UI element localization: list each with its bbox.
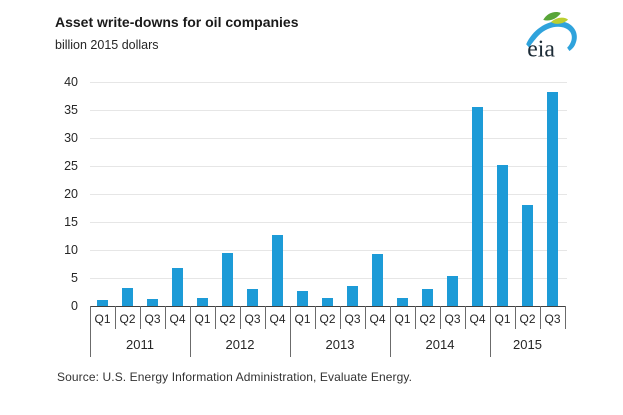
x-label-2014-Q1: Q1 [394, 312, 411, 326]
bar-2011-Q4 [172, 268, 183, 306]
y-tick-label: 15 [64, 215, 78, 229]
y-tick-label: 10 [64, 243, 78, 257]
x-label-2012-Q4: Q4 [269, 312, 286, 326]
quarter-tick [415, 306, 416, 329]
quarter-tick [365, 306, 366, 329]
quarter-tick [440, 306, 441, 329]
x-label-2012-Q3: Q3 [244, 312, 261, 326]
bar-2013-Q1 [297, 291, 308, 306]
x-label-2013-Q1: Q1 [294, 312, 311, 326]
year-divider-tick [490, 306, 491, 357]
x-label-2011-Q1: Q1 [94, 312, 111, 326]
bar-2012-Q4 [272, 235, 283, 306]
quarter-tick [265, 306, 266, 329]
bar-2014-Q4 [472, 107, 483, 306]
y-tick-label: 20 [64, 187, 78, 201]
bar-2011-Q3 [147, 299, 158, 306]
bar-2015-Q3 [547, 92, 558, 306]
x-label-2015-Q1: Q1 [494, 312, 511, 326]
source-note: Source: U.S. Energy Information Administ… [57, 370, 413, 384]
gridline [90, 278, 567, 279]
gridline [90, 110, 567, 111]
x-label-2013-Q3: Q3 [344, 312, 361, 326]
x-label-year-2012: 2012 [225, 337, 255, 352]
x-label-2011-Q3: Q3 [144, 312, 161, 326]
x-label-2015-Q3: Q3 [544, 312, 561, 326]
bar-2014-Q3 [447, 276, 458, 306]
quarter-tick [165, 306, 166, 329]
logo-swoosh-green-icon [543, 12, 561, 21]
x-label-year-2014: 2014 [425, 337, 455, 352]
y-tick-label: 25 [64, 159, 78, 173]
quarter-tick [115, 306, 116, 329]
bar-2015-Q2 [522, 205, 533, 306]
bar-2013-Q3 [347, 286, 358, 306]
quarter-tick [540, 306, 541, 329]
bar-2015-Q1 [497, 165, 508, 306]
x-label-2013-Q4: Q4 [369, 312, 386, 326]
x-label-2011-Q2: Q2 [119, 312, 136, 326]
x-label-2013-Q2: Q2 [319, 312, 336, 326]
quarter-tick [465, 306, 466, 329]
x-label-2012-Q1: Q1 [194, 312, 211, 326]
bar-2013-Q2 [322, 298, 333, 306]
x-label-2014-Q3: Q3 [444, 312, 461, 326]
quarter-tick [215, 306, 216, 329]
eia-logo: eia [521, 10, 581, 64]
year-divider-tick [290, 306, 291, 357]
bar-2011-Q2 [122, 288, 133, 306]
y-tick-label: 30 [64, 131, 78, 145]
bar-2013-Q4 [372, 254, 383, 306]
gridline [90, 166, 567, 167]
gridline [90, 82, 567, 83]
quarter-tick [340, 306, 341, 329]
x-label-2014-Q4: Q4 [469, 312, 486, 326]
page-title: Asset write-downs for oil companies [55, 14, 299, 30]
x-axis-line [90, 306, 566, 307]
x-label-2011-Q4: Q4 [169, 312, 186, 326]
y-tick-label: 5 [71, 271, 78, 285]
logo-swoosh-blue-icon [526, 21, 577, 51]
x-label-2012-Q2: Q2 [219, 312, 236, 326]
x-label-2015-Q2: Q2 [519, 312, 536, 326]
year-divider-tick [90, 306, 91, 357]
quarter-tick [315, 306, 316, 329]
quarter-tick [140, 306, 141, 329]
gridline [90, 194, 567, 195]
eia-logo-icon: eia [526, 12, 577, 63]
quarter-tick [515, 306, 516, 329]
x-label-year-2011: 2011 [126, 337, 154, 352]
y-tick-label: 35 [64, 103, 78, 117]
gridline [90, 222, 567, 223]
x-label-year-2013: 2013 [325, 337, 355, 352]
y-tick-label: 0 [71, 299, 78, 313]
quarter-tick [565, 306, 566, 329]
x-label-2014-Q2: Q2 [419, 312, 436, 326]
bar-2014-Q2 [422, 289, 433, 306]
gridline [90, 138, 567, 139]
gridline [90, 250, 567, 251]
y-tick-label: 40 [64, 75, 78, 89]
chart-units-label: billion 2015 dollars [55, 38, 159, 52]
bar-2012-Q2 [222, 253, 233, 306]
bar-2014-Q1 [397, 298, 408, 306]
bar-2011-Q1 [97, 300, 108, 306]
x-label-year-2015: 2015 [513, 337, 542, 352]
year-divider-tick [190, 306, 191, 357]
year-divider-tick [390, 306, 391, 357]
logo-swoosh-yellow-icon [551, 17, 569, 24]
quarter-tick [240, 306, 241, 329]
logo-text: eia [527, 37, 555, 63]
bar-2012-Q1 [197, 298, 208, 306]
bar-2012-Q3 [247, 289, 258, 306]
